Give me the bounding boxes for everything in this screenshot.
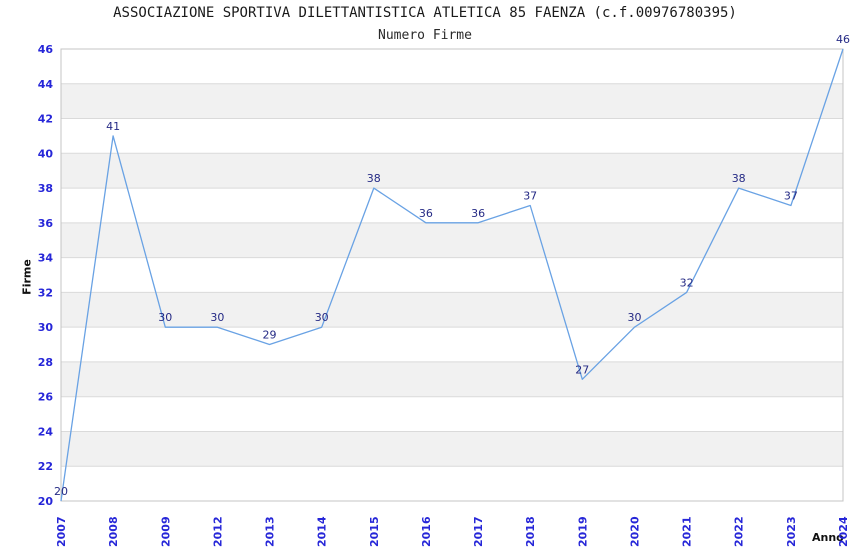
data-point-label: 41: [106, 120, 120, 133]
x-tick-label: 2008: [107, 516, 120, 547]
data-point-label: 30: [628, 311, 642, 324]
x-tick-label: 2022: [733, 516, 746, 547]
x-tick-label: 2024: [837, 516, 850, 547]
data-point-label: 29: [263, 329, 277, 342]
data-point-label: 27: [575, 363, 589, 376]
x-tick-label: 2018: [524, 516, 537, 547]
x-tick-label: 2012: [211, 516, 224, 547]
data-point-label: 36: [471, 207, 485, 220]
data-point-label: 32: [680, 276, 694, 289]
x-tick-label: 2019: [576, 516, 589, 547]
y-tick-label: 34: [38, 252, 54, 265]
data-point-label: 30: [315, 311, 329, 324]
y-tick-label: 38: [38, 182, 53, 195]
data-line: [60, 48, 844, 502]
plot-band: [61, 431, 843, 467]
y-tick-label: 46: [38, 43, 54, 56]
plot-band: [61, 361, 843, 397]
x-tick-label: 2017: [472, 516, 485, 547]
data-point-label: 38: [367, 172, 381, 185]
data-point-label: 30: [158, 311, 172, 324]
data-point-label: 20: [54, 485, 68, 498]
y-tick-label: 26: [38, 391, 54, 404]
data-point-label: 37: [523, 190, 537, 203]
plot-band: [61, 83, 843, 119]
data-point-label: 46: [836, 33, 850, 46]
y-tick-label: 22: [38, 460, 53, 473]
y-tick-label: 40: [38, 147, 54, 160]
x-tick-label: 2016: [420, 516, 433, 547]
data-point-label: 30: [210, 311, 224, 324]
x-tick-label: 2015: [368, 516, 381, 547]
data-point-label: 37: [784, 190, 798, 203]
x-tick-label: 2009: [159, 516, 172, 547]
plot-border: [60, 48, 844, 502]
data-point-label: 38: [732, 172, 746, 185]
y-tick-label: 36: [38, 217, 54, 230]
x-tick-label: 2021: [681, 516, 694, 547]
chart-subtitle: Numero Firme: [378, 28, 472, 43]
x-tick-label: 2007: [55, 516, 68, 547]
plot-band: [61, 153, 843, 189]
y-tick-label: 32: [38, 286, 53, 299]
y-tick-label: 24: [38, 426, 54, 439]
x-tick-label: 2020: [629, 516, 642, 547]
y-tick-label: 20: [38, 495, 54, 508]
y-tick-label: 44: [38, 78, 54, 91]
plot-band: [61, 222, 843, 258]
x-tick-label: 2023: [785, 516, 798, 547]
x-tick-label: 2014: [316, 516, 329, 547]
chart-title: ASSOCIAZIONE SPORTIVA DILETTANTISTICA AT…: [113, 5, 737, 21]
y-tick-label: 30: [38, 321, 54, 334]
x-axis-title: Anno: [812, 531, 844, 544]
y-tick-label: 42: [38, 113, 53, 126]
plot-band: [61, 292, 843, 328]
x-tick-label: 2013: [264, 516, 277, 547]
y-tick-label: 28: [38, 356, 53, 369]
data-point-label: 36: [419, 207, 433, 220]
